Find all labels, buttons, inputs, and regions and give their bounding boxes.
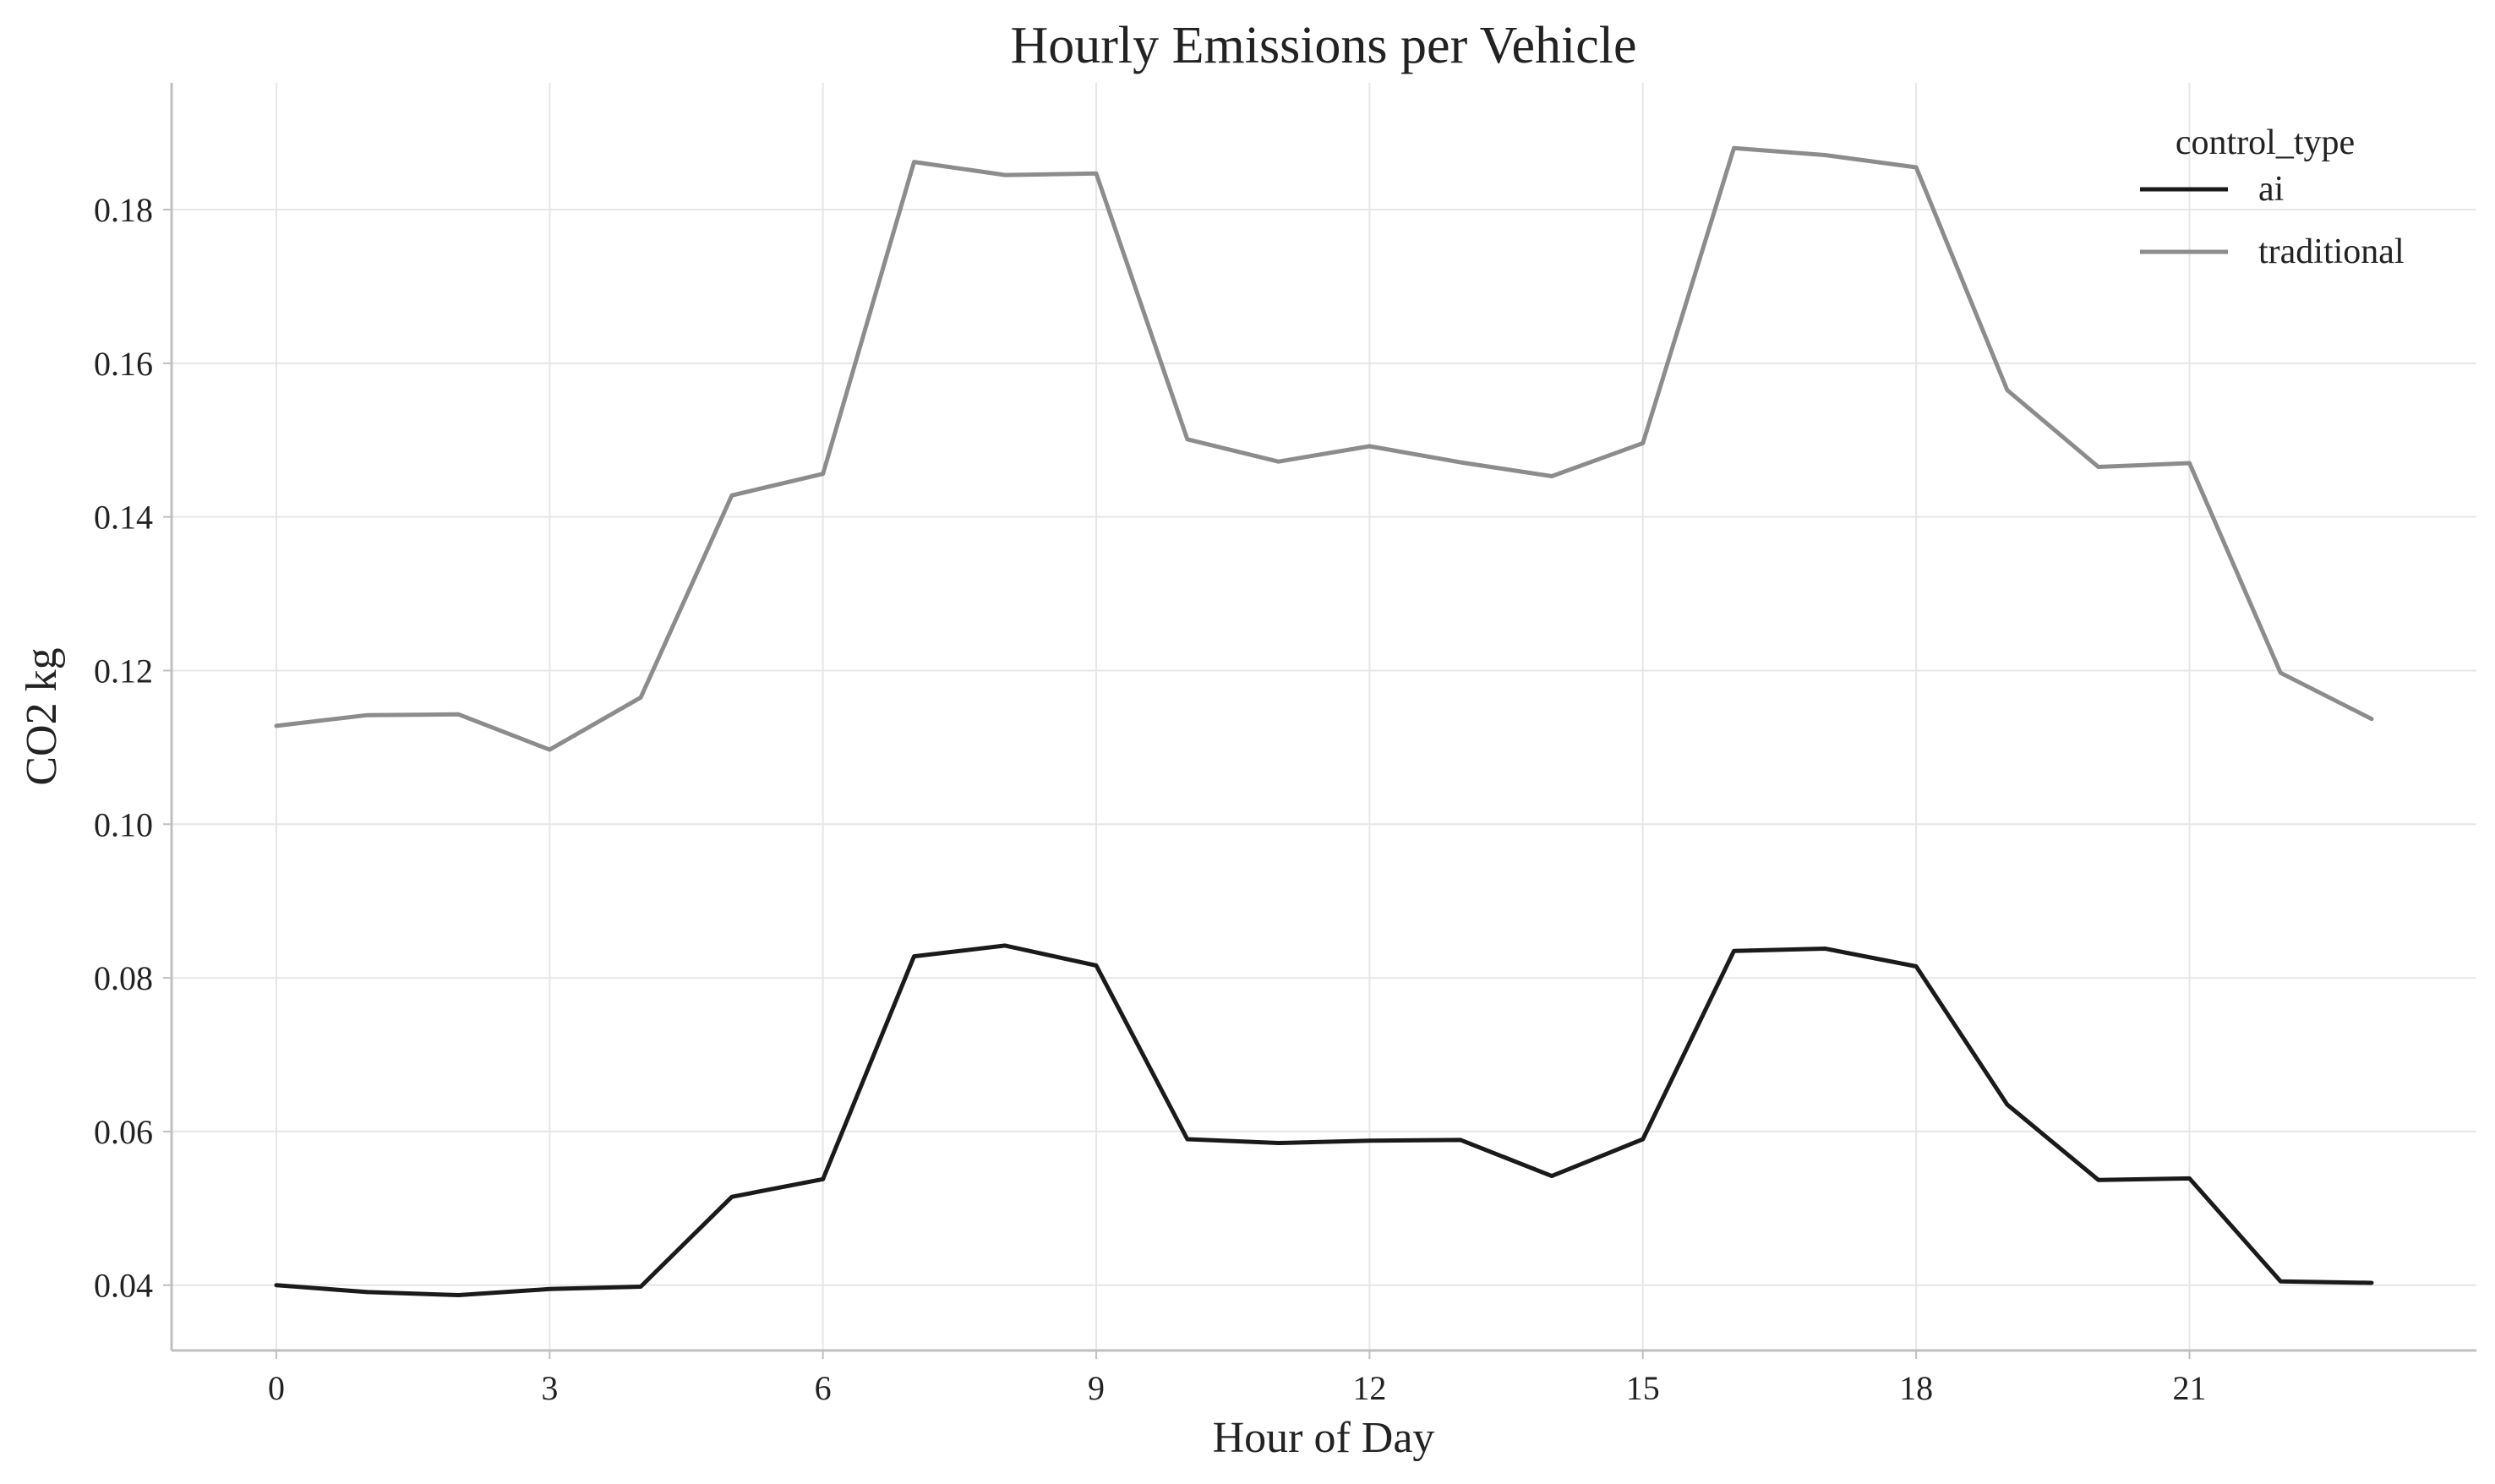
y-tick-label: 0.10 <box>94 805 153 843</box>
y-axis-ticks: 0.04 0.06 0.08 0.10 0.12 0.14 0.16 0.18 <box>94 191 172 1305</box>
y-tick-label: 0.14 <box>94 499 153 537</box>
x-axis-ticks: 0 3 6 9 12 15 18 21 <box>268 1350 2206 1407</box>
x-tick-label: 21 <box>2172 1369 2206 1407</box>
legend-label-traditional: traditional <box>2258 232 2405 271</box>
series-line-ai <box>274 943 2374 1297</box>
x-tick-label: 18 <box>1899 1369 1933 1407</box>
axes <box>170 83 2476 1352</box>
grid-lines <box>172 83 2476 1350</box>
legend: control_type ai traditional <box>2140 123 2405 271</box>
x-axis-label: Hour of Day <box>1213 1414 1435 1462</box>
x-tick-label: 6 <box>815 1369 832 1407</box>
legend-title: control_type <box>2176 123 2355 162</box>
x-tick-label: 3 <box>541 1369 558 1407</box>
legend-items: ai traditional <box>2140 170 2405 271</box>
y-tick-label: 0.06 <box>94 1113 153 1151</box>
y-tick-label: 0.04 <box>94 1267 153 1305</box>
legend-label-ai: ai <box>2258 170 2284 209</box>
y-tick-label: 0.12 <box>94 652 153 690</box>
chart-title: Hourly Emissions per Vehicle <box>1010 17 1636 74</box>
series-line-traditional <box>274 145 2374 752</box>
y-tick-label: 0.16 <box>94 345 153 383</box>
series-lines <box>274 145 2374 1297</box>
x-tick-label: 12 <box>1352 1369 1386 1407</box>
y-tick-label: 0.18 <box>94 191 153 229</box>
y-axis-label: CO2 kg <box>18 647 66 785</box>
y-tick-label: 0.08 <box>94 959 153 997</box>
x-tick-label: 9 <box>1088 1369 1105 1407</box>
x-tick-label: 15 <box>1626 1369 1660 1407</box>
x-tick-label: 0 <box>268 1369 285 1407</box>
